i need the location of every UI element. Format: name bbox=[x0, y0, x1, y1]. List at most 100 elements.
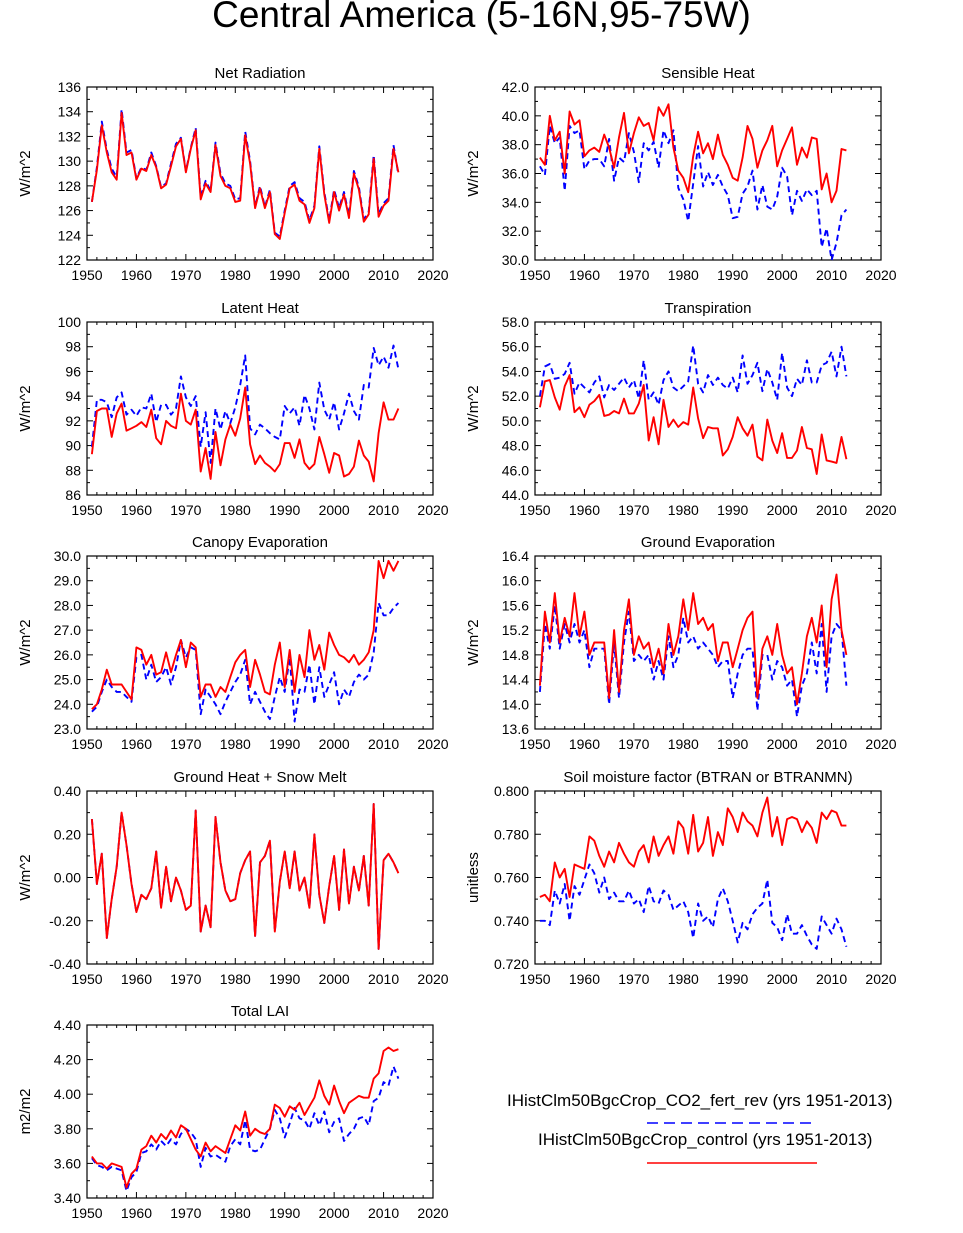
y-tick-label: 24.0 bbox=[54, 696, 81, 712]
y-tick-label: 50.0 bbox=[502, 413, 529, 429]
legend-label-control: IHistClm50BgcCrop_control (yrs 1951-2013… bbox=[538, 1130, 873, 1149]
x-tick-label: 1960 bbox=[569, 736, 600, 752]
subplot-title: Transpiration bbox=[665, 300, 752, 317]
chart-panel-6: 1950 1960 1970 1980 1990 2000 2010 2020 13.6 14.0… bbox=[465, 534, 897, 752]
y-tick-label: -0.20 bbox=[49, 913, 81, 929]
series-line-co2-fert-rev bbox=[91, 1065, 400, 1193]
x-tick-label: 1970 bbox=[170, 267, 201, 283]
y-tick-label: 96 bbox=[65, 363, 81, 379]
y-axis-label: W/m^2 bbox=[465, 385, 482, 431]
y-tick-label: 4.40 bbox=[54, 1017, 81, 1033]
y-axis-label: W/m^2 bbox=[17, 150, 34, 196]
chart-panel-9: 1950 1960 1970 1980 1990 2000 2010 2020 3.40 3.60… bbox=[17, 1003, 449, 1221]
chart-panel-4: 1950 1960 1970 1980 1990 2000 2010 2020 44.0 46.0… bbox=[465, 300, 897, 518]
x-tick-label: 2020 bbox=[865, 502, 896, 518]
series-line-co2-fert-rev bbox=[539, 124, 848, 261]
x-tick-label: 2020 bbox=[865, 971, 896, 987]
y-tick-label: 56.0 bbox=[502, 339, 529, 355]
series-line-co2-fert-rev bbox=[539, 863, 848, 950]
series-line-control bbox=[91, 1046, 399, 1189]
y-tick-label: 13.6 bbox=[502, 721, 529, 737]
x-tick-label: 1980 bbox=[220, 267, 251, 283]
series-line-control bbox=[539, 796, 847, 903]
x-tick-label: 1990 bbox=[717, 502, 748, 518]
x-tick-label: 1990 bbox=[269, 971, 300, 987]
x-tick-label: 2020 bbox=[417, 502, 448, 518]
y-tick-label: -0.40 bbox=[49, 956, 81, 972]
x-tick-label: 1980 bbox=[668, 736, 699, 752]
x-tick-label: 2020 bbox=[417, 971, 448, 987]
series-line-control bbox=[538, 374, 848, 475]
subplot-title: Sensible Heat bbox=[661, 65, 755, 82]
y-tick-label: 0.740 bbox=[494, 913, 529, 929]
y-tick-label: 28.0 bbox=[54, 597, 81, 613]
x-tick-label: 2010 bbox=[816, 502, 847, 518]
x-tick-label: 1960 bbox=[569, 971, 600, 987]
x-tick-label: 1980 bbox=[668, 502, 699, 518]
y-axis-label: W/m^2 bbox=[17, 385, 34, 431]
y-tick-label: 3.60 bbox=[54, 1155, 81, 1171]
y-tick-label: 0.720 bbox=[494, 956, 529, 972]
y-axis-label: m2/m2 bbox=[17, 1089, 34, 1135]
x-tick-label: 1990 bbox=[717, 736, 748, 752]
x-tick-label: 1980 bbox=[668, 971, 699, 987]
y-tick-label: 134 bbox=[58, 104, 82, 120]
y-tick-label: 40.0 bbox=[502, 108, 529, 124]
y-tick-label: 124 bbox=[58, 227, 82, 243]
y-tick-label: 0.780 bbox=[494, 826, 529, 842]
x-tick-label: 2020 bbox=[865, 736, 896, 752]
series-line-control bbox=[91, 559, 400, 710]
x-tick-label: 1950 bbox=[71, 971, 102, 987]
y-tick-label: 126 bbox=[58, 203, 82, 219]
series-line-co2-fert-rev bbox=[90, 108, 400, 238]
y-tick-label: 30.0 bbox=[54, 548, 81, 564]
subplot-title: Ground Evaporation bbox=[641, 534, 775, 551]
y-tick-label: 0.40 bbox=[54, 783, 81, 799]
y-tick-label: 122 bbox=[58, 252, 82, 268]
y-tick-label: 0.760 bbox=[494, 870, 529, 886]
y-tick-label: 25.0 bbox=[54, 672, 81, 688]
x-tick-label: 1990 bbox=[717, 971, 748, 987]
y-tick-label: 3.80 bbox=[54, 1121, 81, 1137]
y-tick-label: 0.00 bbox=[54, 870, 81, 886]
y-tick-label: 132 bbox=[58, 128, 82, 144]
x-tick-label: 2010 bbox=[368, 267, 399, 283]
y-tick-label: 15.2 bbox=[502, 622, 529, 638]
x-tick-label: 1950 bbox=[519, 267, 550, 283]
x-tick-label: 1990 bbox=[269, 736, 300, 752]
x-tick-label: 1960 bbox=[121, 502, 152, 518]
x-tick-label: 1950 bbox=[71, 1205, 102, 1221]
y-tick-label: 23.0 bbox=[54, 721, 81, 737]
x-tick-label: 2000 bbox=[767, 267, 798, 283]
page-title: Central America (5-16N,95-75W) bbox=[212, 0, 751, 35]
series-line-control bbox=[90, 803, 400, 950]
x-tick-label: 2010 bbox=[816, 971, 847, 987]
x-tick-label: 1990 bbox=[717, 267, 748, 283]
y-tick-label: 4.00 bbox=[54, 1086, 81, 1102]
x-tick-label: 2010 bbox=[816, 736, 847, 752]
x-tick-label: 1980 bbox=[220, 971, 251, 987]
x-tick-label: 2000 bbox=[319, 502, 350, 518]
y-tick-label: 130 bbox=[58, 153, 82, 169]
x-tick-label: 2000 bbox=[767, 502, 798, 518]
series-line-co2-fert-rev bbox=[538, 604, 848, 718]
y-tick-label: 34.0 bbox=[502, 194, 529, 210]
x-tick-label: 2000 bbox=[767, 971, 798, 987]
y-tick-label: 16.4 bbox=[502, 548, 529, 564]
x-tick-label: 1970 bbox=[170, 502, 201, 518]
x-tick-label: 1960 bbox=[121, 267, 152, 283]
x-tick-label: 1960 bbox=[121, 736, 152, 752]
y-tick-label: 52.0 bbox=[502, 388, 529, 404]
x-tick-label: 1950 bbox=[519, 736, 550, 752]
plot-frame bbox=[86, 1024, 434, 1199]
y-tick-label: 90 bbox=[65, 438, 81, 454]
y-tick-label: 16.0 bbox=[502, 573, 529, 589]
y-tick-label: 27.0 bbox=[54, 622, 81, 638]
y-tick-label: 100 bbox=[58, 314, 82, 330]
chart-panel-7: 1950 1960 1970 1980 1990 2000 2010 2020 -0.40 -0.… bbox=[17, 769, 449, 987]
x-tick-label: 1970 bbox=[618, 736, 649, 752]
y-axis-label: unitless bbox=[465, 852, 482, 903]
y-tick-label: 0.20 bbox=[54, 826, 81, 842]
x-tick-label: 1960 bbox=[569, 267, 600, 283]
subplot-title: Latent Heat bbox=[221, 300, 299, 317]
